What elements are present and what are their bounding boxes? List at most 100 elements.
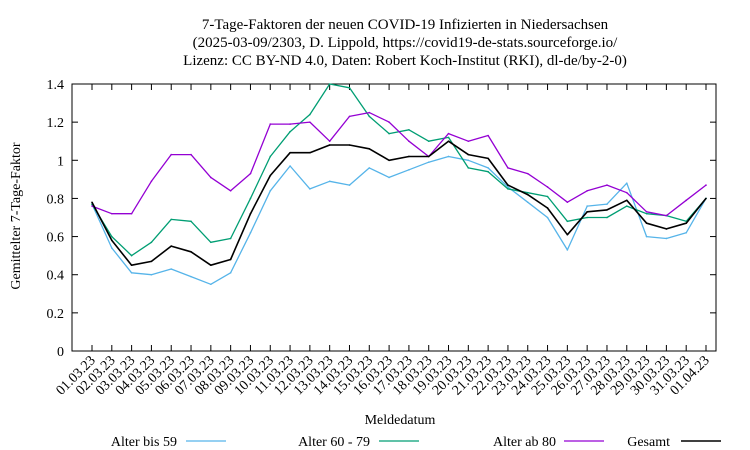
data-point (309, 113, 311, 116)
data-point (111, 212, 113, 215)
data-point (388, 159, 390, 162)
data-point (467, 167, 470, 169)
data-point (269, 174, 272, 177)
y-tick-label: 1.2 (47, 116, 65, 131)
data-point (665, 214, 668, 217)
data-point (190, 153, 192, 156)
axes-group: 00.20.40.60.811.21.401.03.2302.03.2303.0… (47, 78, 717, 398)
data-point (289, 130, 291, 133)
data-point (685, 222, 687, 225)
data-point (566, 233, 569, 236)
legend-label-2: Alter ab 80 (493, 435, 556, 450)
chart-title-line-2: (2025-03-09/2303, D. Lippold, https://co… (193, 35, 618, 51)
data-point (408, 128, 410, 131)
data-point (229, 237, 232, 240)
data-point (447, 136, 450, 139)
data-point (111, 239, 113, 242)
data-point (269, 155, 272, 158)
data-point (249, 212, 252, 215)
series-line-3 (91, 140, 707, 267)
data-point (586, 210, 588, 213)
data-point (170, 268, 173, 270)
data-point (606, 203, 608, 205)
x-axis-label: Meldedatum (365, 413, 436, 428)
data-point (546, 216, 549, 219)
data-point (170, 218, 173, 221)
data-point (645, 235, 648, 238)
data-point (130, 272, 133, 274)
data-point (328, 144, 331, 146)
y-tick-label: 0.4 (47, 269, 65, 284)
plot-frame (71, 83, 717, 352)
data-point (249, 172, 252, 175)
data-point (190, 275, 192, 278)
series-group (91, 83, 707, 286)
data-point (348, 87, 351, 89)
data-point (309, 151, 311, 154)
data-point (348, 115, 351, 118)
data-point (566, 201, 569, 204)
legend: Alter bis 59 Alter 60 - 79 Alter ab 80 Gesa… (111, 435, 721, 450)
data-point (150, 241, 153, 244)
series-line-0 (91, 155, 707, 285)
data-point (566, 220, 569, 223)
data-point (705, 184, 707, 186)
data-point (546, 195, 549, 198)
data-point (368, 111, 371, 114)
data-point (170, 153, 173, 156)
data-point (210, 264, 212, 266)
data-point (348, 144, 351, 146)
legend-label-0: Alter bis 59 (111, 435, 177, 450)
data-point (170, 245, 173, 247)
data-point (190, 251, 192, 253)
data-point (269, 190, 272, 192)
data-point (526, 172, 529, 175)
y-tick-label: 1.4 (47, 78, 65, 93)
data-point (289, 123, 291, 125)
data-point (625, 191, 628, 194)
legend-label-1: Alter 60 - 79 (298, 435, 370, 450)
data-point (467, 153, 470, 156)
data-point (526, 201, 529, 204)
data-point (625, 182, 628, 184)
data-point (447, 155, 450, 158)
series-line-2 (91, 111, 707, 217)
data-point (487, 167, 489, 169)
data-point (368, 148, 371, 150)
data-point (645, 210, 648, 213)
data-point (427, 140, 430, 143)
data-point (507, 167, 509, 169)
data-point (606, 209, 608, 211)
data-point (487, 134, 489, 137)
data-point (645, 212, 648, 215)
data-point (685, 199, 687, 202)
data-point (507, 186, 509, 188)
data-point (91, 201, 93, 204)
data-point (487, 170, 489, 173)
data-point (91, 205, 93, 207)
data-point (111, 247, 113, 249)
data-point (645, 222, 648, 225)
data-point (427, 161, 430, 163)
data-point (289, 165, 291, 167)
data-point (625, 199, 628, 202)
data-point (625, 205, 628, 207)
data-point (328, 140, 331, 143)
data-point (388, 132, 390, 135)
data-point (526, 193, 529, 196)
data-point (130, 264, 133, 266)
data-point (427, 155, 430, 158)
data-point (368, 115, 371, 118)
y-tick-label: 0.8 (47, 192, 65, 207)
chart-title-line-3: Lizenz: CC BY-ND 4.0, Daten: Robert Koch… (183, 53, 627, 69)
data-point (467, 159, 470, 162)
data-point (150, 180, 153, 183)
data-point (210, 241, 212, 244)
data-point (685, 231, 687, 234)
data-point (328, 180, 331, 183)
data-point (348, 184, 351, 186)
data-point (586, 190, 588, 192)
y-tick-label: 1 (57, 154, 64, 169)
